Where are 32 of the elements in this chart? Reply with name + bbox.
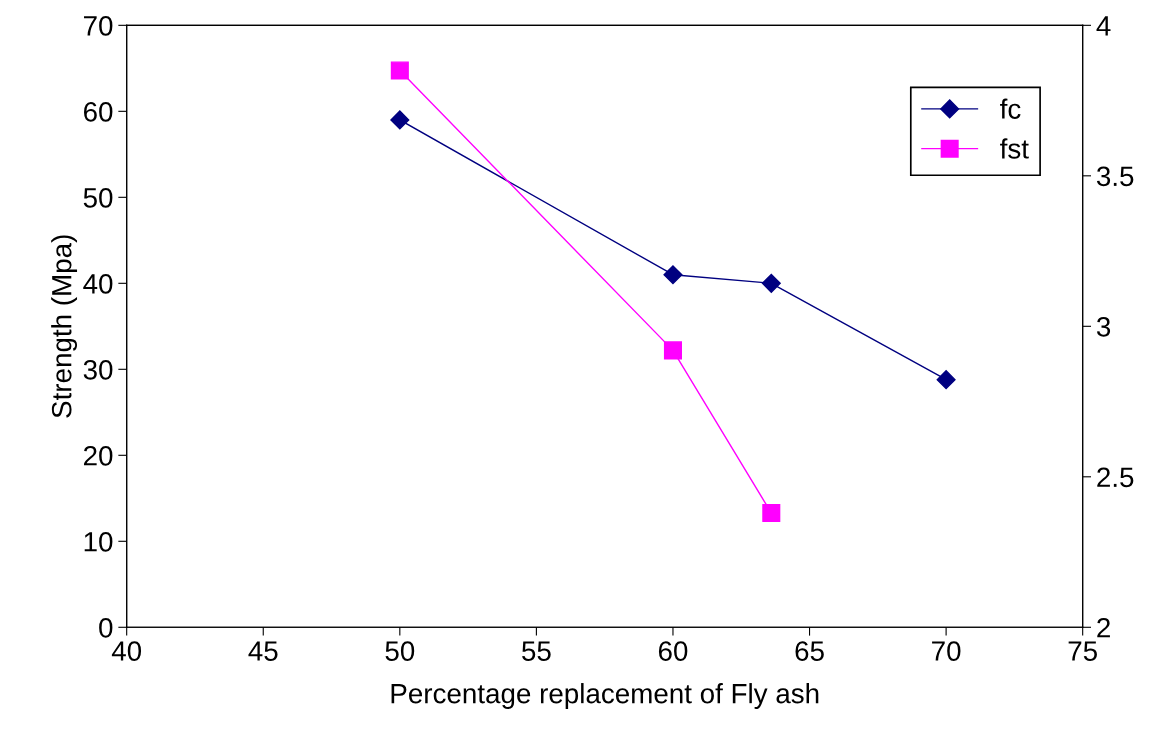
y2-tick-label: 4: [1096, 16, 1111, 36]
x-tick-label: 65: [795, 641, 824, 661]
x-tick-label: 45: [248, 641, 278, 661]
y-tick-label: 30: [83, 359, 113, 380]
x-tick-label: 40: [111, 641, 142, 661]
point: [936, 370, 956, 390]
y-tick-label: 70: [84, 16, 113, 36]
y-tick-label: 60: [84, 101, 113, 122]
point: [390, 110, 410, 130]
y2-tick-label: 2.5: [1097, 467, 1134, 488]
point: [761, 273, 781, 293]
y-tick-label: 20: [83, 445, 113, 466]
y2-tick-label: 3.5: [1096, 166, 1134, 187]
x-tick-label: 50: [385, 641, 415, 661]
y-tick-label: 10: [84, 531, 113, 552]
point: [390, 61, 409, 80]
x-tick-label: 75: [1068, 641, 1097, 661]
y-tick-label: 40: [83, 273, 113, 294]
point: [663, 341, 682, 360]
legend-label: fc: [1000, 98, 1021, 119]
x-tick-label: 55: [522, 641, 551, 661]
point: [762, 503, 781, 522]
x-tick-label: 60: [658, 641, 688, 661]
y-axis-title: Strength (Mpa): [51, 235, 78, 418]
y2-tick-label: 2: [1097, 617, 1110, 638]
x-tick-label: 70: [932, 641, 961, 661]
y-tick-label: 50: [83, 187, 113, 208]
point: [663, 265, 683, 285]
y2-tick-label: 3: [1096, 316, 1111, 337]
y-tick-label: 0: [99, 617, 113, 638]
legend-label: fst: [1000, 138, 1029, 159]
x-axis-title: Percentage replacement of Fly ash: [391, 683, 819, 709]
